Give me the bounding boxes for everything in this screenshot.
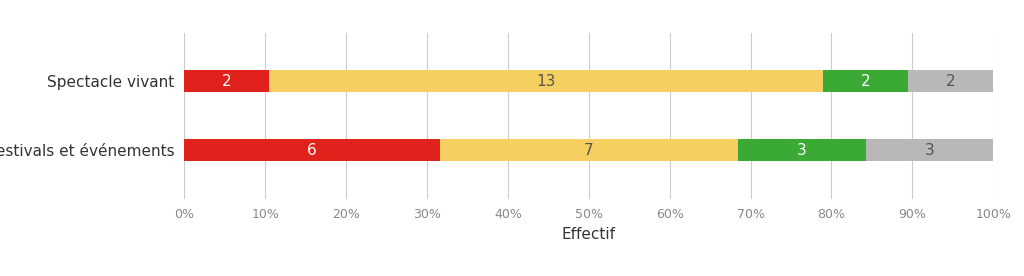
Bar — [184, 139, 439, 161]
Bar — [269, 70, 823, 92]
Text: 2: 2 — [861, 74, 870, 89]
Bar — [184, 70, 269, 92]
Bar — [823, 70, 908, 92]
Text: 2: 2 — [946, 74, 955, 89]
Text: 6: 6 — [307, 143, 316, 158]
X-axis label: Effectif: Effectif — [562, 227, 615, 242]
Text: 2: 2 — [222, 74, 231, 89]
Text: 3: 3 — [797, 143, 807, 158]
Bar — [439, 139, 738, 161]
Bar — [865, 139, 993, 161]
Text: 3: 3 — [925, 143, 934, 158]
Text: 7: 7 — [584, 143, 594, 158]
Bar — [908, 70, 993, 92]
Text: 13: 13 — [537, 74, 556, 89]
Bar — [738, 139, 865, 161]
